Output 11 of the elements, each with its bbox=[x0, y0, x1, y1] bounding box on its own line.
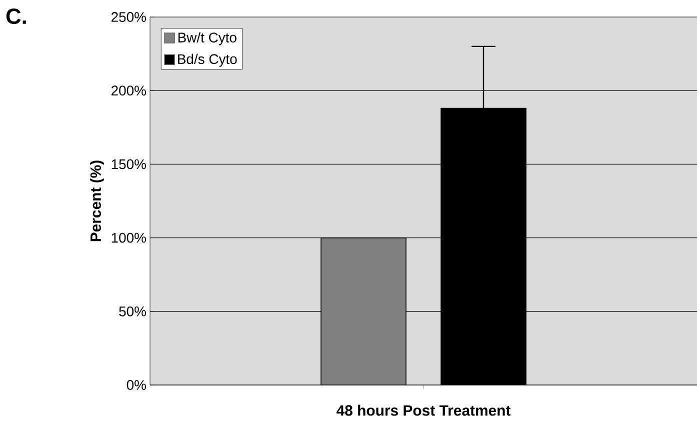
y-tick-label: 0% bbox=[126, 380, 146, 390]
y-tick-label: 50% bbox=[119, 306, 146, 316]
x-tick-label: 48 hours Post Treatment bbox=[336, 404, 511, 416]
y-tick-label: 100% bbox=[112, 232, 146, 243]
y-axis-title: Percent (%) bbox=[90, 160, 104, 242]
y-tick-label: 150% bbox=[112, 159, 146, 170]
y-tick-label: 250% bbox=[112, 12, 146, 22]
y-tick-label: 200% bbox=[112, 86, 146, 96]
legend-label: Bd/s Cyto bbox=[178, 54, 237, 67]
text: C. bbox=[6, 8, 26, 24]
legend-label: Bw/t Cyto bbox=[178, 32, 236, 46]
